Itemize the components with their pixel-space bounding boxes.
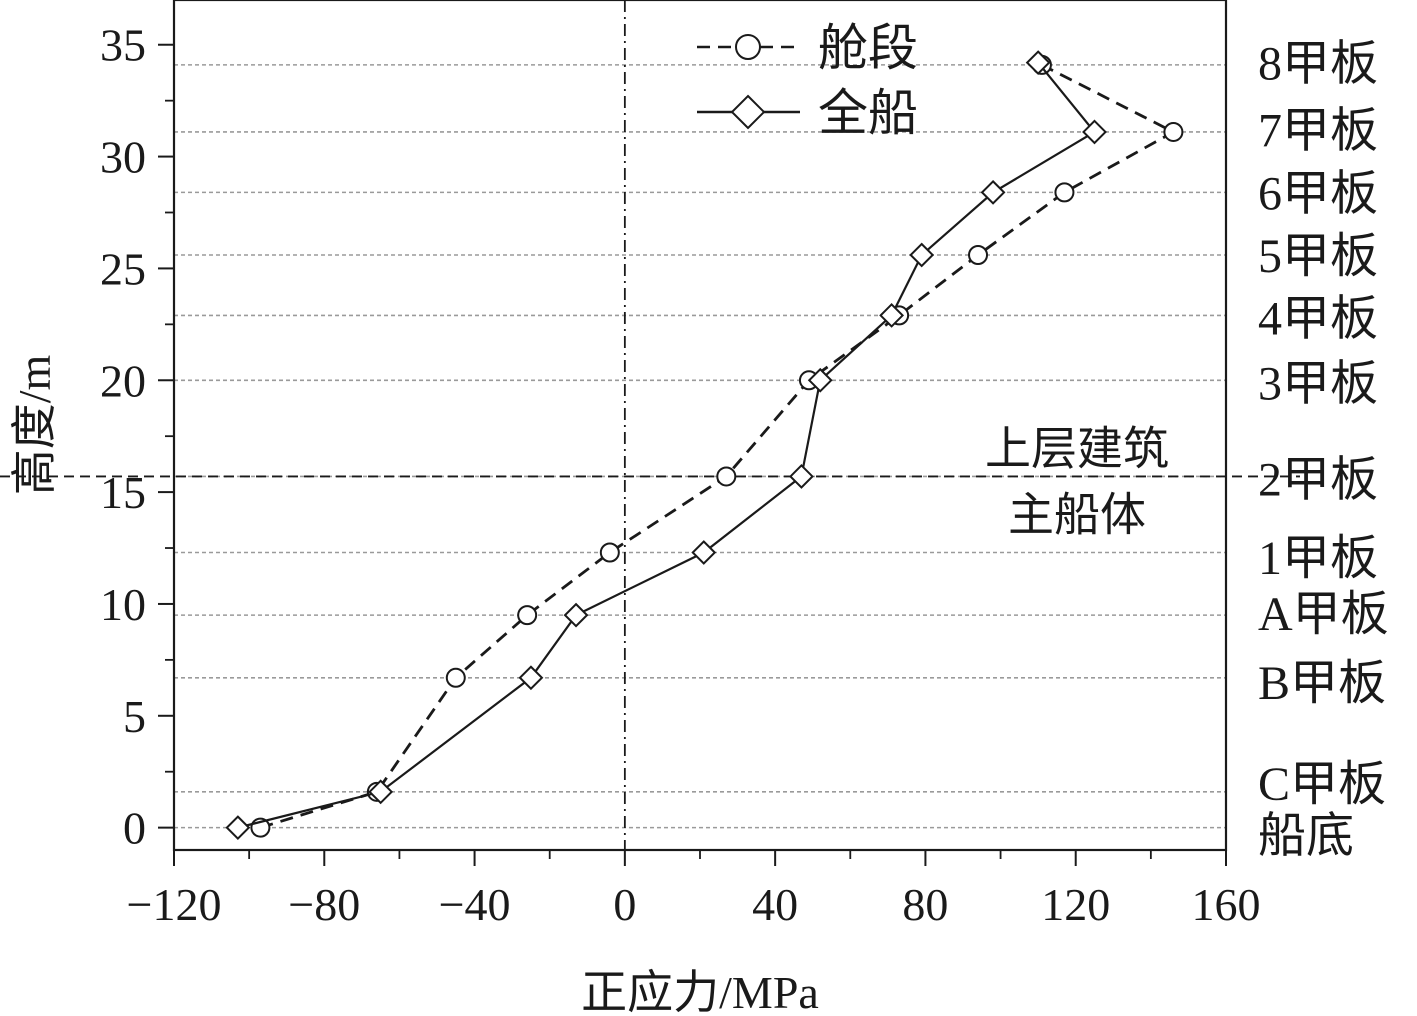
divider-label-main-hull: 主船体 xyxy=(1008,489,1146,540)
series-0-point-9 xyxy=(1054,182,1075,203)
y-axis-title: 高度/m xyxy=(9,355,60,496)
y-tick-label-3: 15 xyxy=(100,467,146,518)
series-1-point-9 xyxy=(980,179,1006,205)
y-tick-label-6: 30 xyxy=(100,132,146,183)
legend-marker-1 xyxy=(730,94,766,130)
y-tick-label-7: 35 xyxy=(100,20,146,71)
legend-item-0: 舱段 xyxy=(697,20,918,76)
deck-label-8: 5甲板 xyxy=(1258,230,1378,283)
series-line-1 xyxy=(237,61,1097,829)
x-tick-label-0: −120 xyxy=(127,879,222,930)
series-1-point-10 xyxy=(1082,119,1107,145)
deck-label-3: A甲板 xyxy=(1258,588,1389,641)
x-tick-label-3: 0 xyxy=(613,879,636,930)
x-tick-label-2: −40 xyxy=(439,879,511,930)
series-0-point-8 xyxy=(968,245,989,265)
x-tick-label-7: 160 xyxy=(1192,879,1261,930)
series-layer xyxy=(225,50,1184,841)
series-1-point-3 xyxy=(563,602,589,628)
legend-marker-0 xyxy=(735,34,761,60)
x-tick-label-4: 40 xyxy=(752,879,798,930)
series-1-point-0 xyxy=(225,815,251,841)
series-0-point-5 xyxy=(716,466,737,487)
series-0-point-10 xyxy=(1163,121,1184,142)
deck-label-7: 4甲板 xyxy=(1258,293,1378,346)
deck-label-0: 船底 xyxy=(1258,809,1354,862)
series-1-point-7 xyxy=(879,302,905,328)
series-0-point-2 xyxy=(445,667,466,688)
deck-label-4: 1甲板 xyxy=(1258,532,1378,585)
deck-label-5: 2甲板 xyxy=(1258,454,1378,507)
legend-label-0: 舱段 xyxy=(818,20,918,76)
series-1-point-2 xyxy=(518,665,544,691)
deck-label-11: 8甲板 xyxy=(1258,38,1378,91)
series-0-point-3 xyxy=(517,605,538,626)
x-axis-title: 正应力/MPa xyxy=(581,967,819,1016)
deck-label-10: 7甲板 xyxy=(1258,105,1378,158)
reference-lines xyxy=(0,0,1300,850)
y-tick-label-4: 20 xyxy=(100,355,146,406)
deck-label-6: 3甲板 xyxy=(1258,358,1378,411)
divider-label-superstructure: 上层建筑 xyxy=(985,423,1169,474)
series-0-point-4 xyxy=(599,542,620,563)
series-line-0 xyxy=(259,63,1177,829)
series-1-point-11 xyxy=(1025,50,1051,76)
legend-item-1: 全船 xyxy=(697,85,918,141)
y-tick-label-5: 25 xyxy=(100,243,146,294)
series-0 xyxy=(250,54,1184,838)
series-1-point-1 xyxy=(368,779,394,805)
series-1-point-5 xyxy=(789,464,814,489)
axes: −120 −80 −40 0 40 80 120 160 0 5 10 15 20 25 30 35 xyxy=(100,20,1261,930)
x-tick-label-1: −80 xyxy=(288,879,360,930)
legend-label-1: 全船 xyxy=(818,85,918,141)
series-1-point-8 xyxy=(909,242,935,268)
series-1-point-6 xyxy=(807,367,833,393)
deck-label-1: C甲板 xyxy=(1258,758,1386,811)
x-tick-label-5: 80 xyxy=(902,879,948,930)
deck-label-9: 6甲板 xyxy=(1258,167,1378,220)
y-tick-label-0: 0 xyxy=(123,803,146,854)
series-1 xyxy=(225,50,1107,841)
x-tick-label-6: 120 xyxy=(1041,879,1110,930)
y-tick-label-1: 5 xyxy=(123,691,146,742)
y-tick-label-2: 10 xyxy=(100,579,146,630)
deck-label-2: B甲板 xyxy=(1258,657,1386,710)
series-1-point-4 xyxy=(691,540,717,565)
